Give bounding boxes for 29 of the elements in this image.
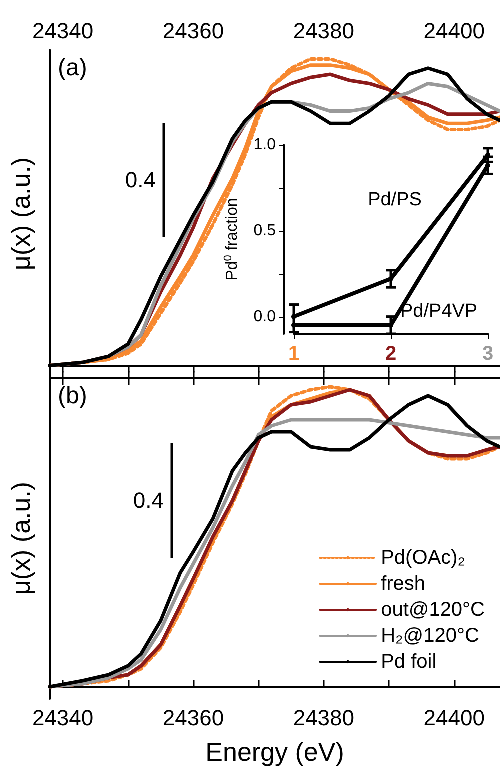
x-axis-title: Energy (eV): [206, 737, 344, 767]
y-axis-title: μ(x) (a.u.): [6, 482, 36, 596]
series-label: Pd/P4VP: [400, 300, 478, 322]
x-tick-label: 24340: [32, 18, 94, 44]
y-tick-label: 0.0: [254, 308, 276, 326]
x-tick-label: 3: [482, 343, 494, 365]
x-tick-label: 1: [288, 343, 300, 365]
legend-label: out@120°C: [381, 599, 486, 621]
series-label: Pd/PS: [368, 190, 422, 211]
annotation: (b): [58, 382, 88, 410]
legend-label: Pd(OAc)₂: [381, 547, 466, 569]
x-tick-label: 24380: [293, 706, 355, 730]
x-tick-label: 24400: [424, 18, 485, 44]
legend-label: Pd foil: [381, 651, 437, 673]
x-tick-label: 2: [385, 343, 397, 365]
x-tick-label: 24360: [162, 706, 224, 730]
y-tick-label: 1.0: [254, 136, 276, 154]
legend-label: H₂@120°C: [381, 625, 480, 647]
legend-label: fresh: [381, 573, 426, 595]
x-tick-label: 24360: [162, 18, 224, 44]
x-tick-label: 24380: [293, 18, 355, 44]
annotation: 0.4: [125, 168, 156, 192]
y-axis-title: Pd0 fraction: [222, 198, 241, 281]
annotation: 0.4: [133, 488, 164, 513]
y-axis-title: μ(x) (a.u.): [6, 157, 36, 271]
x-tick-label: 24400: [424, 706, 485, 730]
y-tick-label: 0.5: [254, 222, 276, 240]
annotation: (a): [58, 54, 88, 82]
x-tick-label: 24340: [32, 706, 94, 730]
